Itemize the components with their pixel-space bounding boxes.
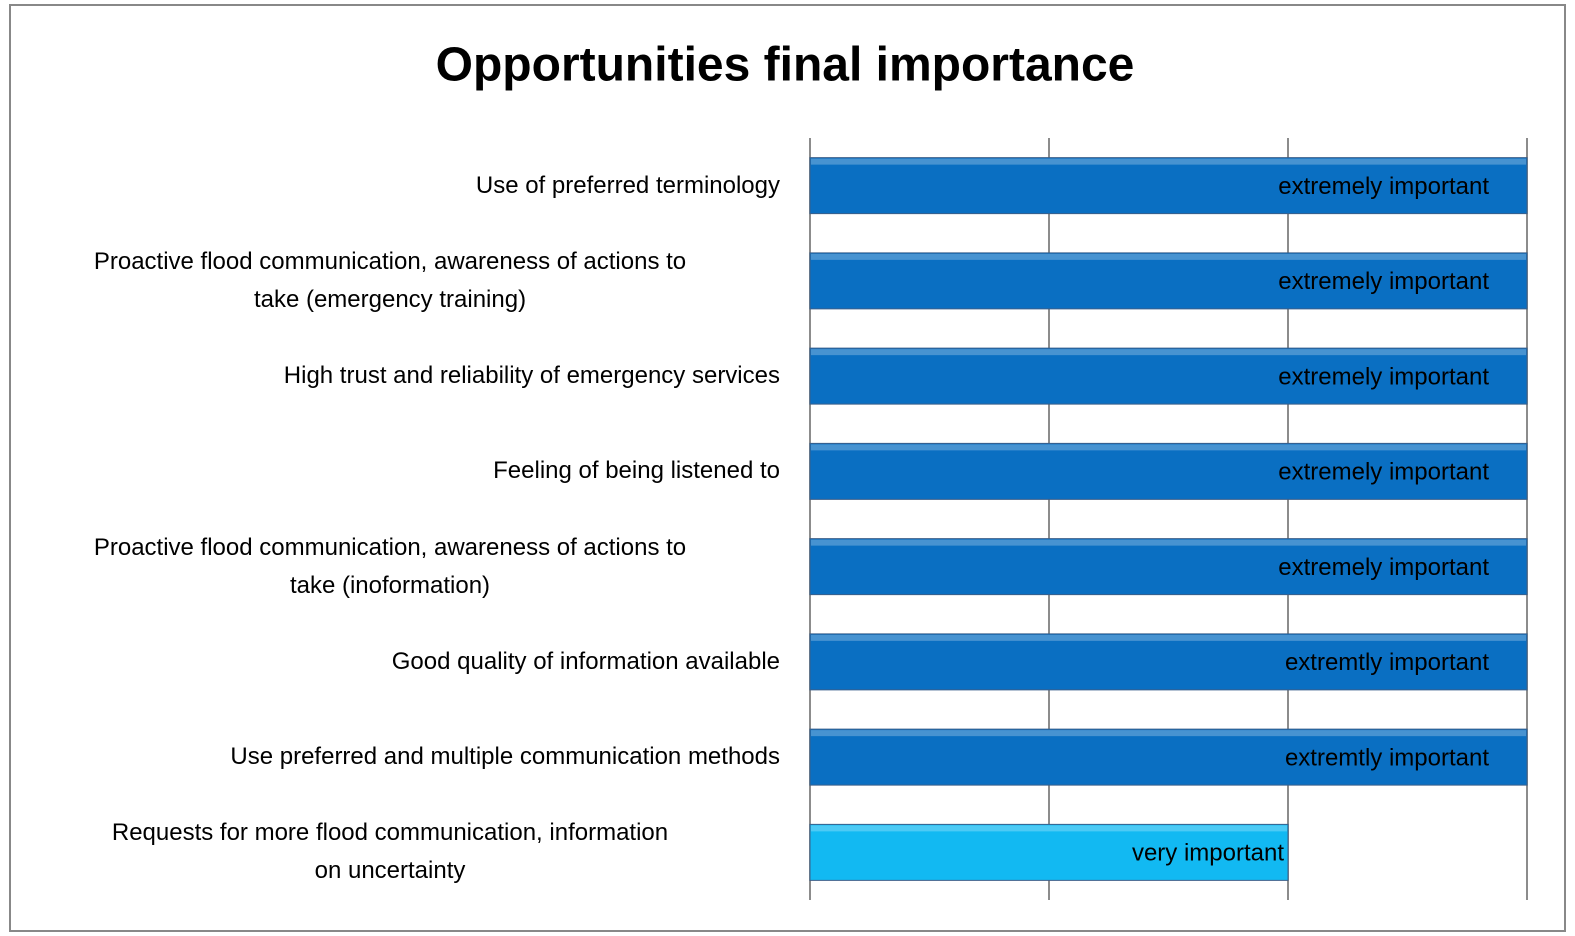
y-tick-label: Proactive flood communication, awareness… bbox=[93, 533, 687, 599]
value-label: extremtly important bbox=[1285, 744, 1489, 771]
bar-highlight bbox=[811, 253, 1526, 260]
bar bbox=[809, 252, 1528, 310]
bar bbox=[809, 538, 1528, 596]
chart-title: Opportunities final importance bbox=[436, 39, 1135, 92]
bar-highlight bbox=[811, 730, 1526, 737]
bar-highlight bbox=[811, 634, 1526, 641]
y-tick-label: Use of preferred terminology bbox=[475, 171, 780, 199]
value-label: extremely important bbox=[1278, 459, 1489, 486]
value-label: extremely important bbox=[1278, 173, 1489, 200]
bar bbox=[809, 633, 1528, 691]
y-tick-label: High trust and reliability of emergency … bbox=[283, 362, 780, 390]
bar-highlight bbox=[811, 444, 1526, 451]
bar bbox=[809, 442, 1528, 500]
y-tick-label: Feeling of being listened to bbox=[493, 457, 780, 485]
y-tick-label: Good quality of information available bbox=[391, 647, 780, 675]
y-tick-label: Proactive flood communication, awareness… bbox=[93, 247, 687, 313]
value-label: extremely important bbox=[1278, 268, 1489, 295]
bar-highlight bbox=[811, 825, 1287, 832]
bar-highlight bbox=[811, 158, 1526, 165]
value-label: extremtly important bbox=[1285, 649, 1489, 676]
y-tick-label: Use preferred and multiple communication… bbox=[230, 743, 780, 771]
bar-highlight bbox=[811, 539, 1526, 546]
bar bbox=[809, 347, 1528, 405]
y-tick-label: Requests for more flood communication, i… bbox=[111, 819, 669, 885]
value-label: very important bbox=[1132, 840, 1284, 867]
value-label: extremely important bbox=[1278, 363, 1489, 390]
bar bbox=[809, 157, 1528, 215]
bar-highlight bbox=[811, 349, 1526, 356]
bar bbox=[809, 728, 1528, 786]
value-label: extremely important bbox=[1278, 554, 1489, 581]
bar bbox=[809, 823, 1289, 881]
